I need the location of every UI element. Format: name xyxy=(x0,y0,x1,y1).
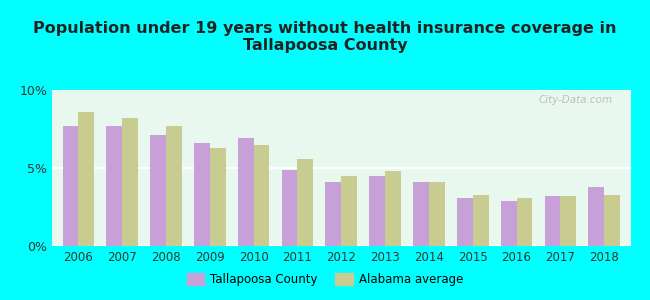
Bar xyxy=(560,196,576,246)
Bar xyxy=(473,194,489,246)
Bar xyxy=(588,187,604,246)
Bar xyxy=(341,176,357,246)
Bar xyxy=(122,118,138,246)
Text: Population under 19 years without health insurance coverage in
Tallapoosa County: Population under 19 years without health… xyxy=(33,21,617,53)
Bar xyxy=(78,112,94,246)
Bar xyxy=(369,176,385,246)
Bar xyxy=(385,171,401,246)
Bar xyxy=(429,182,445,246)
Bar xyxy=(500,201,517,246)
Bar xyxy=(254,145,269,246)
Bar xyxy=(150,135,166,246)
Bar xyxy=(281,169,298,246)
Bar xyxy=(166,126,182,246)
Bar xyxy=(238,138,254,246)
Legend: Tallapoosa County, Alabama average: Tallapoosa County, Alabama average xyxy=(182,268,468,291)
Bar xyxy=(62,126,78,246)
Bar xyxy=(457,198,473,246)
Bar xyxy=(604,194,620,246)
Bar xyxy=(413,182,429,246)
Bar xyxy=(210,148,226,246)
Bar xyxy=(107,126,122,246)
Bar xyxy=(298,159,313,246)
Bar xyxy=(326,182,341,246)
Bar xyxy=(194,143,210,246)
Bar xyxy=(545,196,560,246)
Text: City-Data.com: City-Data.com xyxy=(539,95,613,105)
Bar xyxy=(517,198,532,246)
